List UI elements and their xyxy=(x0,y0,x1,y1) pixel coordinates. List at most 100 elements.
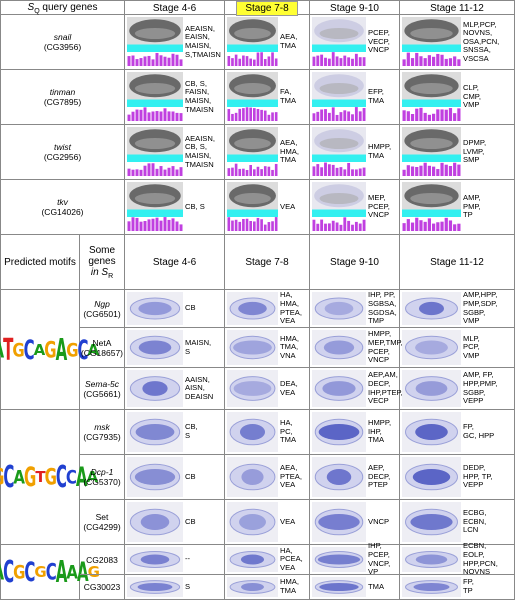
annotation-line: S,TMAISN xyxy=(185,49,221,59)
profile-bar xyxy=(444,58,448,66)
gene-cell: NetA (CG18657) xyxy=(80,328,125,368)
expression-image xyxy=(127,370,183,407)
annotation-line: S xyxy=(185,431,191,440)
profile-bar xyxy=(440,162,444,176)
annotation-line: CB xyxy=(185,516,196,526)
gene-name: snail xyxy=(53,32,72,42)
profile-bar xyxy=(256,52,260,66)
annotation: HA, HMA, PTEA, VEA xyxy=(280,290,302,327)
logo-letter: A xyxy=(55,554,68,590)
profile-bar xyxy=(167,57,171,66)
stage-cell: AAISN, AISN, DEAISN xyxy=(125,368,225,410)
profile-bar xyxy=(351,58,354,66)
stage-cell: AMP,HPP, PMP,SDP, SGBP, VMP xyxy=(400,290,515,328)
annotation-line: VSCSA xyxy=(463,53,489,63)
expression-image xyxy=(227,370,278,407)
annotation-line: LCN xyxy=(463,525,479,535)
image-box xyxy=(312,457,366,497)
stain xyxy=(412,469,451,485)
annotation: IHP, PP, SGBSA, SGDSA, TMP xyxy=(368,290,397,327)
gene-id: (CG2956) xyxy=(43,152,82,162)
profile-bar xyxy=(423,162,427,176)
annotation-line: EOLP, xyxy=(463,549,485,559)
annotation-line: AAISN, xyxy=(185,374,210,384)
stage-cell: VEA xyxy=(225,500,310,545)
stage-label: Stage 11-12 xyxy=(430,3,484,14)
s: S xyxy=(101,267,109,278)
expression-image xyxy=(127,292,183,325)
gene-cell: tkv (CG14026) xyxy=(0,180,125,235)
gene-name: tinman xyxy=(49,87,76,97)
band xyxy=(402,154,461,162)
stage-cell: PCEP, VECP, VNCP xyxy=(310,15,400,70)
annotation-line: AMP, xyxy=(463,193,481,203)
expression-image xyxy=(312,370,366,407)
profile-bar xyxy=(139,109,143,121)
embryo-shade xyxy=(410,193,453,204)
annotation-line: PTEA, xyxy=(280,471,302,481)
annotation-line: IHP, xyxy=(368,541,382,551)
gene-id: (CG18657) xyxy=(80,347,124,358)
profile-bar xyxy=(327,112,331,121)
expression-image xyxy=(227,457,278,497)
band xyxy=(227,209,278,217)
annotation-line: VP xyxy=(368,567,379,577)
profile-bar xyxy=(327,223,331,231)
profile-bar xyxy=(238,58,242,66)
profile-bar xyxy=(175,112,179,121)
stage-cell: MEP, PCEP, VNCP xyxy=(310,180,400,235)
profile-bar xyxy=(253,221,256,231)
stain xyxy=(134,469,176,485)
profile-bar xyxy=(238,221,242,231)
annotation-line: ECBG, xyxy=(463,508,487,518)
gene-cell: CG30023 xyxy=(80,575,125,600)
image-box xyxy=(127,72,183,122)
stage-cell: MLP, PCP, VMP xyxy=(400,328,515,368)
logo-letter: G xyxy=(44,463,57,491)
stage-cell: ECBN, EOLP, HPP,PCN, NOVNS xyxy=(400,542,515,576)
logo-letter: C xyxy=(55,459,67,495)
profile-bar xyxy=(253,169,256,176)
embryo-shade xyxy=(410,28,453,39)
profile-bar xyxy=(127,221,131,231)
profile-bar xyxy=(339,224,343,231)
profile-bar xyxy=(151,111,155,121)
image-box xyxy=(127,127,183,177)
image-box xyxy=(312,17,366,67)
s: S xyxy=(27,2,35,13)
image-box xyxy=(127,412,183,452)
stain xyxy=(240,554,265,565)
stage-header: Stage 7-8 xyxy=(225,235,310,290)
band xyxy=(312,209,366,217)
logo-letter: C xyxy=(24,556,35,588)
stage-header: Stage 11-12 xyxy=(400,0,515,15)
profile-bar xyxy=(415,166,419,176)
stage-cell: IHP, PP, SGBSA, SGDSA, TMP xyxy=(310,290,400,328)
embryo xyxy=(229,376,276,401)
profile-bar xyxy=(274,163,278,176)
stage-cell: AEP,AM, DECP, IHP,PTEP, VECP xyxy=(310,368,403,410)
expression-image xyxy=(227,17,278,66)
image-box xyxy=(312,370,366,407)
embryo-shade xyxy=(134,138,176,149)
label: Predicted motifs xyxy=(4,257,76,268)
annotation: AMP,HPP, PMP,SDP, SGBP, VMP xyxy=(463,290,497,327)
profile-bar xyxy=(327,58,331,66)
logo-letter: C xyxy=(77,333,89,366)
band xyxy=(127,209,183,217)
expression-image xyxy=(312,457,366,497)
profile-bar xyxy=(324,109,327,121)
stage-cell: AEAISN, CB, S, MAISN, TMAISN xyxy=(125,125,225,180)
profile-bar xyxy=(316,55,320,66)
profile-bar xyxy=(263,224,267,231)
annotation-line: FP, xyxy=(463,577,474,587)
profile-bar xyxy=(448,58,453,66)
profile-bar xyxy=(267,166,271,176)
stage-cell: DPMP, LVMP, SMP xyxy=(400,125,515,180)
profile-bar xyxy=(432,113,436,121)
stage-cell: HA, PCEA, VEA xyxy=(225,545,310,575)
profile-bar xyxy=(234,219,238,231)
profile-bar xyxy=(312,113,316,121)
annotation-line: VECP, xyxy=(368,36,390,46)
profile-bar xyxy=(331,164,335,176)
